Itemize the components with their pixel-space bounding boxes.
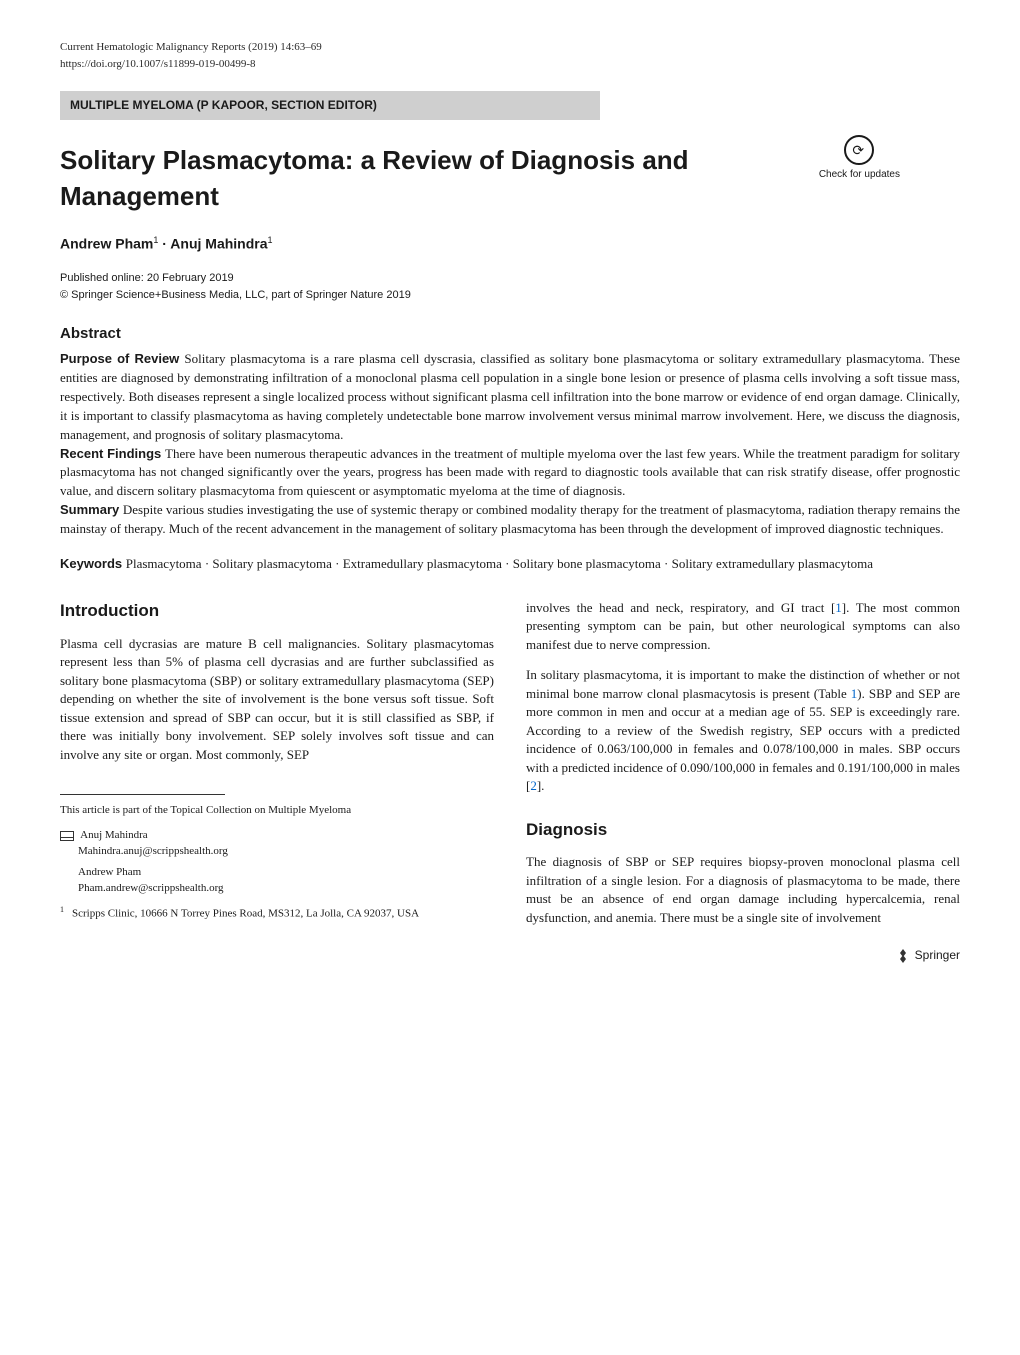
- springer-icon: [895, 948, 911, 964]
- author-2: · Anuj Mahindra: [158, 236, 267, 252]
- abstract-heading: Abstract: [60, 323, 960, 344]
- journal-reference: Current Hematologic Malignancy Reports (…: [60, 40, 960, 55]
- check-updates-icon: ⟳: [844, 135, 874, 165]
- abstract-summary-label: Summary: [60, 502, 123, 517]
- corresponding-author-name: Anuj Mahindra: [80, 829, 148, 841]
- affiliation-number: 1: [60, 905, 64, 914]
- abstract-purpose-label: Purpose of Review: [60, 351, 184, 366]
- intro-epidemiology-para: In solitary plasmacytoma, it is importan…: [526, 666, 960, 795]
- article-title: Solitary Plasmacytoma: a Review of Diagn…: [60, 142, 735, 215]
- authors-line: Andrew Pham1 · Anuj Mahindra1: [60, 234, 960, 254]
- footnote-rule: [60, 794, 225, 795]
- affiliation-text: Scripps Clinic, 10666 N Torrey Pines Roa…: [72, 908, 419, 920]
- author-2-email[interactable]: Pham.andrew@scrippshealth.org: [78, 882, 224, 894]
- abstract-purpose-text: Solitary plasmacytoma is a rare plasma c…: [60, 351, 960, 441]
- abstract-recent-label: Recent Findings: [60, 446, 165, 461]
- abstract-recent-text: There have been numerous therapeutic adv…: [60, 446, 960, 499]
- corresponding-author-email[interactable]: Mahindra.anuj@scrippshealth.org: [78, 845, 228, 857]
- check-updates-badge[interactable]: ⟳ Check for updates: [819, 135, 900, 182]
- author-1: Andrew Pham: [60, 236, 153, 252]
- intro-continuation-para: involves the head and neck, respiratory,…: [526, 599, 960, 654]
- envelope-icon: [60, 831, 74, 841]
- abstract-summary-text: Despite various studies investigating th…: [60, 502, 960, 536]
- intro-paragraph-1: Plasma cell dycrasias are mature B cell …: [60, 635, 494, 764]
- keywords-label: Keywords: [60, 556, 126, 571]
- doi-link[interactable]: https://doi.org/10.1007/s11899-019-00499…: [60, 57, 960, 72]
- introduction-heading: Introduction: [60, 599, 494, 623]
- author-2-affil-sup: 1: [268, 235, 273, 245]
- author-contact-block: Andrew Pham Pham.andrew@scrippshealth.or…: [78, 865, 494, 896]
- diagnosis-heading: Diagnosis: [526, 818, 960, 842]
- corresponding-author-block: Anuj Mahindra Mahindra.anuj@scrippshealt…: [60, 828, 494, 859]
- keywords-block: Keywords Plasmacytoma · Solitary plasmac…: [60, 555, 960, 573]
- topic-section-bar: MULTIPLE MYELOMA (P KAPOOR, SECTION EDIT…: [60, 91, 600, 120]
- springer-footer: Springer: [526, 947, 960, 964]
- keywords-text: Plasmacytoma · Solitary plasmacytoma · E…: [126, 556, 873, 571]
- right-column: involves the head and neck, respiratory,…: [526, 599, 960, 964]
- affiliation-block: 1 Scripps Clinic, 10666 N Torrey Pines Ro…: [60, 904, 494, 922]
- abstract-block: Purpose of Review Solitary plasmacytoma …: [60, 350, 960, 538]
- author-2-name: Andrew Pham: [78, 866, 141, 878]
- topical-collection-note: This article is part of the Topical Coll…: [60, 803, 494, 818]
- diagnosis-paragraph-1: The diagnosis of SBP or SEP requires bio…: [526, 853, 960, 927]
- left-column: Introduction Plasma cell dycrasias are m…: [60, 599, 494, 964]
- published-online: Published online: 20 February 2019: [60, 271, 960, 286]
- check-updates-label: Check for updates: [819, 168, 900, 182]
- springer-label: Springer: [915, 948, 960, 962]
- copyright-line: © Springer Science+Business Media, LLC, …: [60, 288, 960, 303]
